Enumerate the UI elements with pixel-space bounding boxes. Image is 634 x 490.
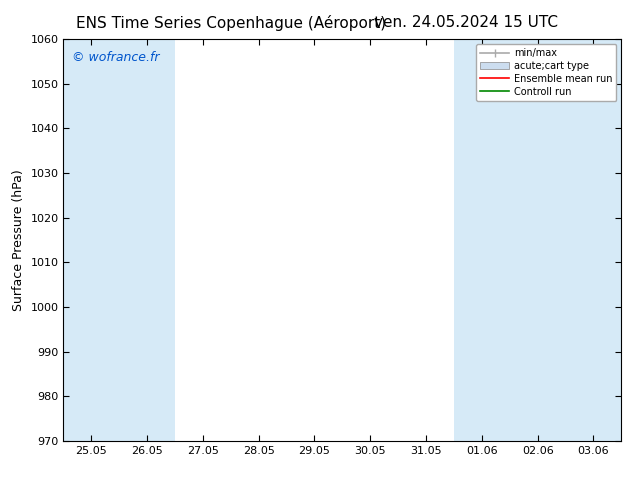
Y-axis label: Surface Pressure (hPa): Surface Pressure (hPa): [12, 169, 25, 311]
Bar: [566, 39, 621, 441]
Text: © wofrance.fr: © wofrance.fr: [72, 51, 159, 64]
Legend: min/max, acute;cart type, Ensemble mean run, Controll run: min/max, acute;cart type, Ensemble mean …: [476, 44, 616, 100]
Bar: [454, 39, 566, 441]
Text: ENS Time Series Copenhague (Aéroport): ENS Time Series Copenhague (Aéroport): [76, 15, 386, 31]
Text: ven. 24.05.2024 15 UTC: ven. 24.05.2024 15 UTC: [374, 15, 558, 30]
Bar: [63, 39, 175, 441]
